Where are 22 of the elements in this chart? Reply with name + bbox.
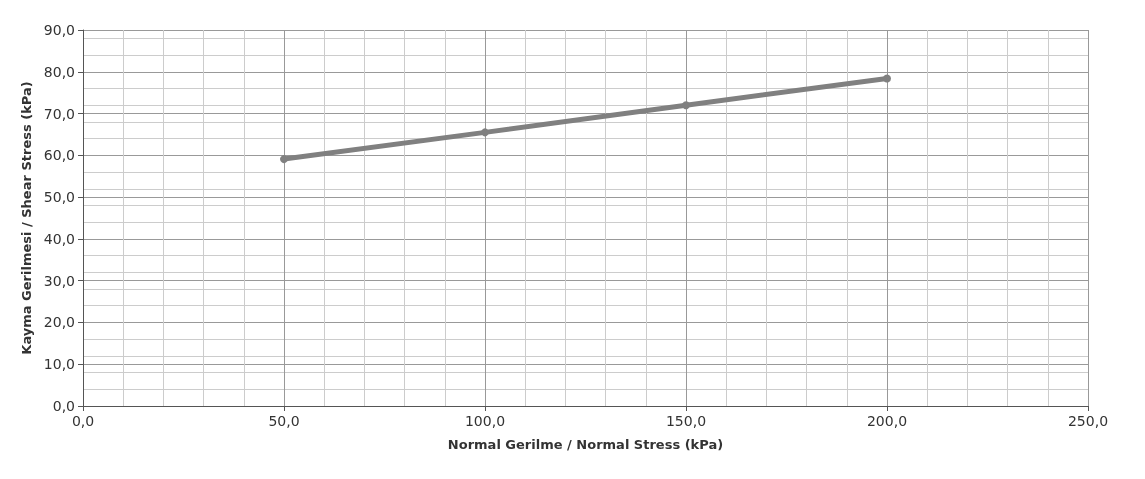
point — [682, 101, 690, 110]
y-tick-label: 90,0 — [43, 22, 75, 38]
y-tick-label: 0,0 — [52, 398, 75, 414]
x-tick-label: 50,0 — [268, 413, 300, 429]
x-tick-label: 150,0 — [665, 413, 707, 429]
x-tick-label: 200,0 — [866, 413, 908, 429]
x-tick-label: 100,0 — [464, 413, 506, 429]
y-tick-label: 10,0 — [43, 356, 75, 373]
x-tick-label: 0,0 — [71, 413, 95, 429]
y-tick-label: 30,0 — [43, 272, 75, 289]
y-axis-title: Kayma Gerilmesi / Shear Stress (kPa) — [18, 81, 34, 355]
y-tick-label: 70,0 — [43, 105, 75, 122]
y-tick-label: 40,0 — [43, 230, 75, 247]
y-tick-label: 20,0 — [43, 314, 75, 331]
x-tick-label: 250,0 — [1067, 413, 1109, 429]
y-tick-label: 50,0 — [43, 189, 75, 206]
point — [481, 128, 489, 137]
x-axis-title: Normal Gerilme / Normal Stress (kPa) — [447, 437, 724, 452]
point — [280, 155, 288, 164]
y-tick-label: 60,0 — [43, 147, 75, 164]
y-tick-label: 80,0 — [43, 63, 75, 80]
point — [883, 74, 891, 83]
